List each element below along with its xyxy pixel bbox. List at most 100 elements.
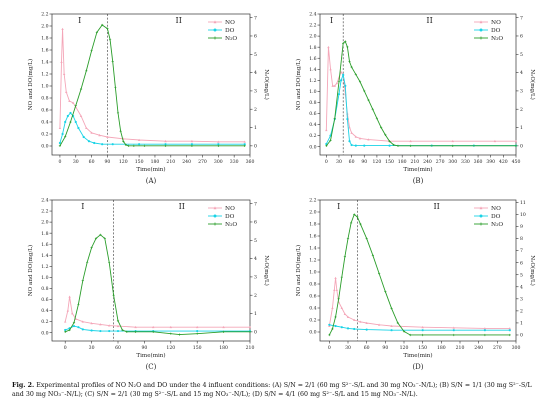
y-tick-label: 0.0 xyxy=(41,330,48,336)
y-tick-label: 0.0 xyxy=(41,144,48,150)
chart-panel-4: 0 30 60 90 120 150 180 210 240 270 3000.00.20.40.6… xyxy=(295,198,536,371)
x-axis-label: Time(min) xyxy=(136,352,165,359)
data-point-no xyxy=(483,327,487,330)
data-point-do xyxy=(346,117,349,121)
y2-tick-label: 2 xyxy=(254,107,257,113)
y-axis-label: NO and DO(mg/L) xyxy=(295,59,302,110)
data-point-no xyxy=(64,320,67,323)
legend-label-no: NO xyxy=(491,20,501,26)
x-tick-label: 240 xyxy=(182,159,191,165)
legend-label-do: DO xyxy=(225,214,235,220)
data-point-no xyxy=(222,325,225,329)
data-point-n2o xyxy=(243,144,246,147)
y-tick-label: 0.4 xyxy=(309,306,316,312)
data-point-n2o xyxy=(333,117,336,120)
data-point-n2o xyxy=(363,89,366,93)
x-tick-label: 330 xyxy=(230,159,239,165)
data-point-n2o xyxy=(108,261,111,264)
phase-label-i: I xyxy=(337,202,340,211)
data-point-no xyxy=(331,84,334,87)
data-point-do xyxy=(93,141,96,145)
data-point-n2o xyxy=(409,144,412,147)
y2-tick-label: 11 xyxy=(520,200,526,206)
data-point-no xyxy=(327,45,330,49)
data-point-n2o xyxy=(81,279,84,282)
y-tick-label: 0.6 xyxy=(41,297,48,303)
legend-label-do: DO xyxy=(491,28,501,34)
data-point-no xyxy=(90,322,93,325)
data-point-no xyxy=(340,306,343,309)
series-line-n2o xyxy=(328,213,510,336)
data-point-n2o xyxy=(77,303,80,306)
data-point-do xyxy=(390,329,393,332)
data-point-n2o xyxy=(343,255,346,258)
data-point-do xyxy=(66,114,69,118)
x-tick-label: 90 xyxy=(361,159,367,165)
x-tick-label: 270 xyxy=(493,345,502,351)
data-point-n2o xyxy=(112,294,115,297)
data-point-n2o xyxy=(114,86,117,89)
data-point-do xyxy=(483,329,486,332)
x-tick-label: 150 xyxy=(135,159,144,165)
data-point-do xyxy=(81,328,84,331)
data-point-no xyxy=(508,327,511,330)
x-tick-label: 0 xyxy=(328,345,331,351)
x-tick-label: 240 xyxy=(474,345,483,351)
y2-tick-label: 7 xyxy=(520,15,523,21)
x-tick-label: 150 xyxy=(193,345,202,351)
legend-label-do: DO xyxy=(225,28,235,34)
y2-tick-label: 1 xyxy=(254,125,257,131)
legend-label-no: NO xyxy=(225,206,235,212)
x-tick-label: 60 xyxy=(89,159,95,165)
y2-tick-label: 3 xyxy=(254,275,257,281)
data-point-n2o xyxy=(152,330,155,333)
data-point-n2o xyxy=(116,319,120,322)
y2-tick-label: 7 xyxy=(520,248,523,254)
data-point-n2o xyxy=(325,144,328,147)
data-point-n2o xyxy=(378,272,381,275)
plot-frame xyxy=(319,199,517,342)
y-tick-label: 2.4 xyxy=(41,198,48,204)
data-point-no xyxy=(81,320,84,323)
y-tick-label: 1.0 xyxy=(41,275,48,281)
data-point-n2o xyxy=(371,254,374,257)
data-point-n2o xyxy=(125,330,128,333)
x-tick-label: 150 xyxy=(385,159,394,165)
data-point-n2o xyxy=(451,144,454,147)
data-point-n2o xyxy=(169,332,172,335)
data-point-n2o xyxy=(178,333,181,336)
data-point-no xyxy=(116,324,120,328)
data-point-do xyxy=(342,73,345,76)
data-point-n2o xyxy=(69,120,72,124)
phase-label-ii: II xyxy=(434,202,440,211)
data-point-no xyxy=(451,139,454,143)
data-point-do xyxy=(138,143,141,146)
y2-tick-label: 2 xyxy=(520,107,523,113)
data-point-n2o xyxy=(328,333,331,337)
legend-marker-do xyxy=(213,214,217,218)
data-point-n2o xyxy=(95,31,98,34)
data-point-no xyxy=(98,133,101,137)
y-tick-label: 1.4 xyxy=(309,67,316,73)
data-point-do xyxy=(82,135,85,139)
y-tick-label: 1.6 xyxy=(41,48,48,54)
data-point-do xyxy=(116,329,120,333)
legend-marker-n2o xyxy=(479,36,483,40)
data-point-no xyxy=(365,321,368,324)
data-point-no xyxy=(137,138,141,141)
x-tick-label: 60 xyxy=(364,345,370,351)
y2-tick-label: 2 xyxy=(520,308,523,314)
y2-tick-label: 5 xyxy=(520,52,523,58)
y2-tick-label: 4 xyxy=(254,70,257,76)
x-tick-label: 120 xyxy=(166,345,175,351)
panel-label: (C) xyxy=(146,363,157,371)
y-tick-label: 1.4 xyxy=(41,60,48,66)
data-point-no xyxy=(514,139,518,143)
data-point-n2o xyxy=(384,290,387,293)
data-point-n2o xyxy=(64,330,67,333)
legend-label-n2o: N₂O xyxy=(225,222,237,228)
data-point-no xyxy=(350,131,353,134)
legend-label-no: NO xyxy=(491,206,501,212)
y-tick-label: 1.4 xyxy=(41,253,48,259)
